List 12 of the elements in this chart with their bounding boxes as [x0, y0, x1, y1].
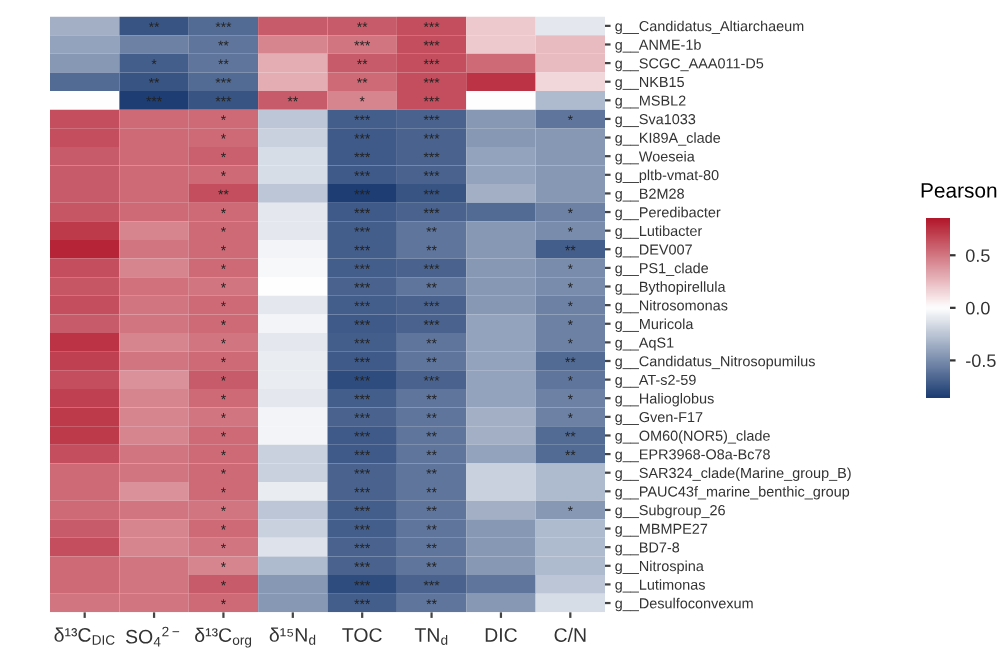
x-tick-label: SO$_{4}$$^{2−}$	[125, 626, 180, 647]
x-tick-label: C/N	[554, 627, 586, 642]
color-bar-label: 0.0	[965, 301, 990, 315]
color-bar-title: Pearson	[921, 183, 997, 198]
x-tick-label: δ¹³C$_{DIC}$	[54, 627, 115, 645]
x-tick-label: TN$_{d}$	[414, 628, 448, 645]
x-tick-label: δ¹³C$_{org}$	[195, 627, 252, 648]
color-bar-label: 0.5	[965, 249, 990, 262]
x-tick-label: DIC	[485, 628, 517, 642]
x-tick-label: TOC	[342, 628, 382, 642]
x-tick-label: δ¹⁵N$_{d}$	[269, 627, 316, 645]
color-bar-label: -0.5	[966, 354, 996, 368]
